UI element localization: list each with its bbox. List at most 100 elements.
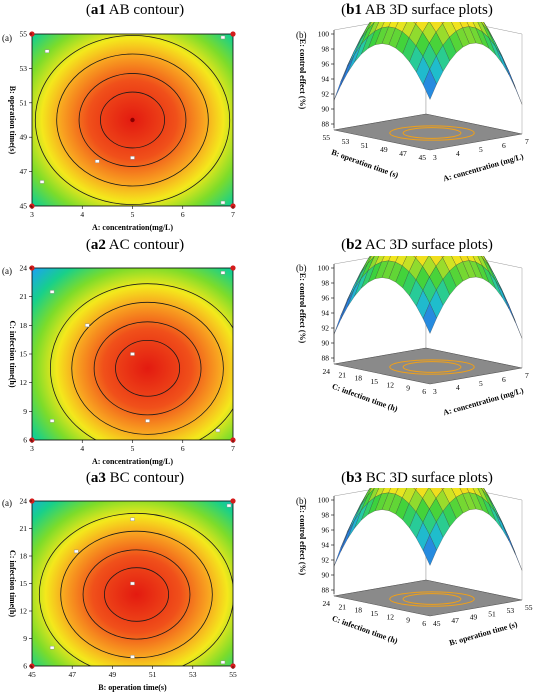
right-axis-tick: 3 <box>433 387 437 396</box>
right-axis-tick: 51 <box>488 609 496 618</box>
design-point <box>230 437 236 443</box>
x-tick-label: 3 <box>30 444 34 453</box>
z-tick-label: 90 <box>322 571 330 580</box>
z-tick-label: 96 <box>322 294 330 303</box>
z-tick-label: 98 <box>322 279 330 288</box>
z-tick-label: 100 <box>318 30 330 39</box>
y-tick-label: 24 <box>20 264 28 273</box>
x-tick-label: 53 <box>189 670 197 679</box>
design-point <box>130 655 135 659</box>
surface-facet <box>422 302 437 334</box>
x-tick-label: 4 <box>80 210 84 219</box>
contour-line <box>93 321 202 416</box>
left-axis-tick: 15 <box>371 609 379 618</box>
title-b1: (b1 AB 3D surface plots) <box>341 2 493 18</box>
design-point <box>230 498 236 504</box>
floor-plane <box>333 579 523 617</box>
design-point <box>220 660 226 665</box>
surface-facet <box>413 22 417 25</box>
z-tick-label: 88 <box>322 586 330 595</box>
y-tick-label: 47 <box>20 167 28 176</box>
y-tick-label: 45 <box>20 202 28 211</box>
x-tick-label: 45 <box>28 670 36 679</box>
right-axis-tick: 7 <box>525 137 529 146</box>
surface-facet <box>422 68 437 100</box>
x-tick-label: 6 <box>181 444 185 453</box>
left-axis-tick: 12 <box>387 380 395 389</box>
floor-plane <box>333 347 523 385</box>
x-tick-label: 3 <box>30 210 34 219</box>
z-tick-label: 100 <box>318 496 330 505</box>
y-tick-label: 21 <box>20 524 28 533</box>
design-point <box>130 517 135 522</box>
contour-line <box>82 549 191 640</box>
right-axis-label: A: concentration (mg/L) <box>442 152 525 183</box>
y-tick-label: 21 <box>20 292 28 301</box>
right-axis-tick: 5 <box>479 379 483 388</box>
design-point <box>220 200 226 205</box>
y-tick-label: 6 <box>23 662 27 671</box>
surface-facet <box>413 488 417 491</box>
x-tick-label: 7 <box>231 444 235 453</box>
z-tick-label: 88 <box>322 120 330 129</box>
right-axis-tick: 53 <box>507 606 515 615</box>
surface-facet <box>441 256 445 258</box>
left-axis-tick: 6 <box>422 387 426 396</box>
design-point <box>220 35 226 40</box>
x-tick-label: 5 <box>131 210 135 219</box>
left-axis-tick: 24 <box>323 599 331 608</box>
z-tick-label: 88 <box>322 354 330 363</box>
left-axis-tick: 9 <box>406 616 410 625</box>
y-axis-label: C: infection time(h) <box>8 550 17 617</box>
right-axis-tick: 4 <box>456 149 460 158</box>
response-surface <box>333 488 523 571</box>
z-tick-label: 100 <box>318 264 330 273</box>
surface-facet <box>422 534 437 566</box>
floor-contour <box>402 127 462 139</box>
design-point <box>49 419 55 423</box>
floor-contour <box>402 361 462 373</box>
y-tick-label: 15 <box>20 579 28 588</box>
left-axis-tick: 21 <box>339 370 347 379</box>
floor-contour <box>402 593 462 605</box>
y-tick-label: 55 <box>20 30 28 39</box>
design-point <box>226 503 232 508</box>
z-tick-label: 98 <box>322 45 330 54</box>
right-axis-tick: 4 <box>456 383 460 392</box>
right-axis-tick: 6 <box>502 141 506 150</box>
contour-line <box>71 301 224 435</box>
x-tick-label: 6 <box>181 210 185 219</box>
left-axis-tick: 15 <box>371 377 379 386</box>
design-point <box>44 49 50 53</box>
title-a3: (a3 BC contour) <box>85 470 185 486</box>
design-point <box>130 117 135 123</box>
design-point <box>130 581 135 586</box>
design-point <box>85 323 90 328</box>
response-surface <box>333 22 523 105</box>
x-axis-label: B: operation time(s) <box>98 683 167 692</box>
contour-line <box>34 34 231 206</box>
design-point <box>230 31 236 37</box>
design-point <box>39 180 45 184</box>
right-axis-label: A: concentration (mg/L) <box>442 386 525 417</box>
z-axis-label: E: control effect (%) <box>298 505 307 576</box>
z-tick-label: 92 <box>322 556 330 565</box>
y-tick-label: 49 <box>20 133 28 142</box>
z-tick-label: 90 <box>322 105 330 114</box>
z-tick-label: 96 <box>322 60 330 69</box>
z-axis-label: E: control effect (%) <box>298 39 307 110</box>
left-axis-tick: 24 <box>323 367 331 376</box>
contour-line <box>115 340 181 397</box>
z-tick-label: 94 <box>322 309 330 318</box>
left-axis-tick: 21 <box>339 602 347 611</box>
contour-line <box>50 283 233 440</box>
right-axis-tick: 55 <box>525 603 533 612</box>
right-axis-tick: 3 <box>433 153 437 162</box>
contour-line <box>56 53 209 187</box>
contour-line <box>38 512 233 666</box>
right-axis-tick: 5 <box>479 145 483 154</box>
z-tick-label: 90 <box>322 339 330 348</box>
